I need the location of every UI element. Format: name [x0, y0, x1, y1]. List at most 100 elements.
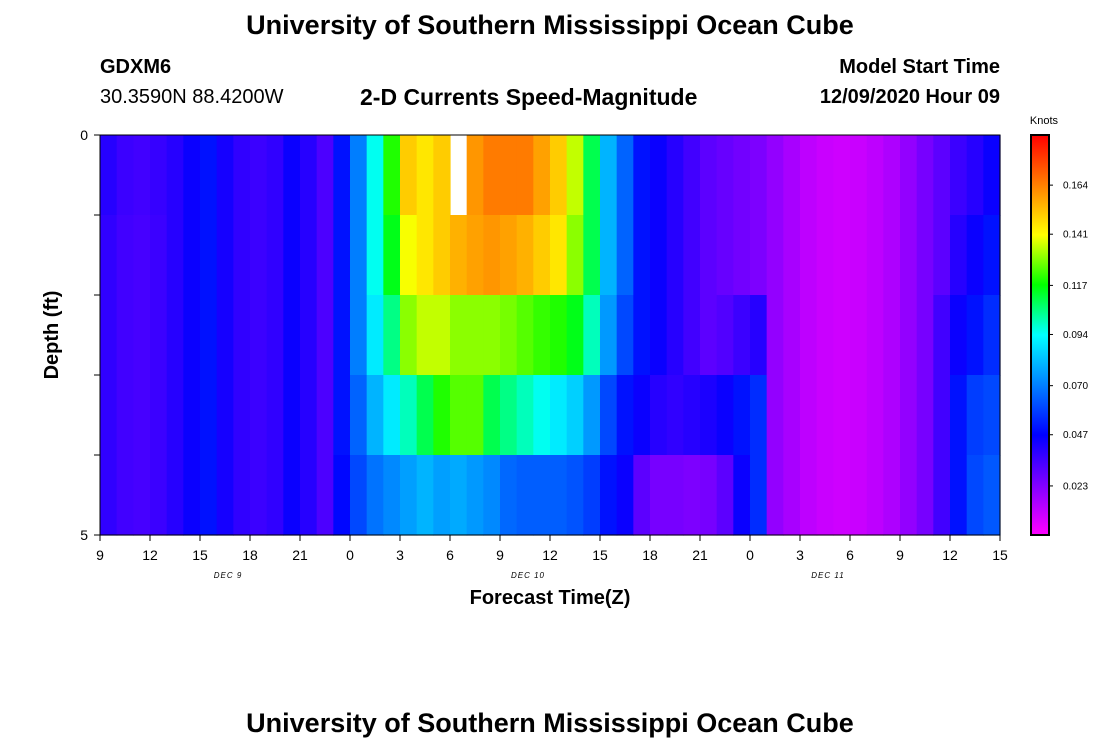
chart-subtitle: 2-D Currents Speed-Magnitude — [360, 84, 698, 110]
heatmap-cell — [650, 455, 668, 536]
heatmap-cell — [783, 135, 801, 216]
model-start-label: Model Start Time — [839, 56, 1000, 78]
y-tick-label: 5 — [80, 527, 88, 543]
heatmap-cell — [550, 295, 568, 376]
heatmap-cell — [983, 455, 1001, 536]
heatmap-cell — [783, 215, 801, 296]
heatmap-cell — [450, 455, 468, 536]
heatmap-cell — [666, 135, 684, 216]
colorbar-tick-label: 0.047 — [1063, 430, 1088, 441]
heatmap-cell — [200, 375, 218, 456]
heatmap-cell — [416, 295, 434, 376]
heatmap-cell — [150, 135, 168, 216]
colorbar-tick-label: 0.164 — [1063, 181, 1088, 192]
heatmap-cell — [783, 375, 801, 456]
heatmap-cell — [766, 375, 784, 456]
colorbar-tick-label: 0.117 — [1063, 281, 1088, 292]
heatmap-cell — [583, 375, 601, 456]
heatmap-cell — [650, 375, 668, 456]
heatmap-cell — [633, 215, 651, 296]
x-tick-label: 21 — [692, 547, 708, 563]
heatmap-cell — [716, 215, 734, 296]
heatmap-cell — [283, 215, 301, 296]
heatmap-cell — [266, 215, 284, 296]
heatmap-cell — [433, 375, 451, 456]
heatmap-cell — [416, 135, 434, 216]
heatmap-cell — [366, 375, 384, 456]
x-tick-label: 12 — [942, 547, 958, 563]
x-date-label: DEC 10 — [511, 571, 545, 580]
heatmap-cell — [900, 135, 918, 216]
x-tick-label: 0 — [746, 547, 754, 563]
heatmap-cell — [700, 375, 718, 456]
heatmap-cell — [216, 135, 234, 216]
heatmap-cell — [233, 295, 251, 376]
heatmap-cell — [266, 135, 284, 216]
heatmap-cell — [316, 215, 334, 296]
chart-title: University of Southern Mississippi Ocean… — [246, 10, 854, 40]
colorbar-ticks: 0.164 0.141 0.117 0.094 0.070 0.047 0.023 — [1049, 181, 1088, 492]
station-coordinates: 30.3590N 88.4200W — [100, 86, 284, 108]
heatmap-cell — [183, 295, 201, 376]
heatmap-cell — [283, 455, 301, 536]
heatmap-cell — [983, 215, 1001, 296]
heatmap-cell — [250, 455, 268, 536]
heatmap-cell — [200, 455, 218, 536]
heatmap-cell — [516, 455, 534, 536]
heatmap-cell — [966, 455, 984, 536]
heatmap-cell — [516, 215, 534, 296]
heatmap-cell — [100, 295, 118, 376]
heatmap-cell — [200, 135, 218, 216]
heatmap-cell — [916, 455, 934, 536]
station-id: GDXM6 — [100, 56, 172, 78]
heatmap-cell — [383, 135, 401, 216]
x-tick-label: 12 — [142, 547, 158, 563]
heatmap-cell — [166, 135, 184, 216]
colorbar-title: Knots — [1030, 115, 1059, 127]
heatmap-cell — [683, 215, 701, 296]
heatmap-cell — [483, 455, 501, 536]
heatmap-cell — [366, 455, 384, 536]
footer-title: University of Southern Mississippi Ocean… — [246, 708, 854, 738]
heatmap-cell — [750, 215, 768, 296]
heatmap-cell — [450, 215, 468, 296]
heatmap-cell — [300, 215, 318, 296]
heatmap-cell — [350, 455, 368, 536]
heatmap-cell — [416, 215, 434, 296]
heatmap-cell — [183, 375, 201, 456]
heatmap-cell — [583, 215, 601, 296]
heatmap-cell — [466, 135, 484, 216]
heatmap-cell — [416, 455, 434, 536]
heatmap-cell — [600, 455, 618, 536]
heatmap-cell — [650, 215, 668, 296]
heatmap-cell — [916, 135, 934, 216]
heatmap-cell — [883, 135, 901, 216]
x-tick-label: 18 — [642, 547, 658, 563]
heatmap-cell — [616, 215, 634, 296]
heatmap-cell — [633, 135, 651, 216]
heatmap-cell — [350, 135, 368, 216]
heatmap-cell — [550, 455, 568, 536]
heatmap-cell — [233, 215, 251, 296]
heatmap-cell — [250, 215, 268, 296]
x-tick-label: 15 — [992, 547, 1008, 563]
heatmap-cell — [133, 295, 151, 376]
heatmap-cell — [450, 375, 468, 456]
x-tick-label: 0 — [346, 547, 354, 563]
heatmap-cell — [283, 295, 301, 376]
heatmap-cell — [100, 375, 118, 456]
heatmap-cell — [116, 135, 134, 216]
heatmap-cell — [533, 375, 551, 456]
heatmap-cell — [166, 375, 184, 456]
heatmap-cell — [700, 455, 718, 536]
heatmap-cell — [483, 295, 501, 376]
heatmap-cell — [700, 135, 718, 216]
heatmap-cells — [100, 135, 1001, 536]
heatmap-cell — [233, 135, 251, 216]
heatmap-cell — [450, 295, 468, 376]
heatmap-cell — [333, 215, 351, 296]
heatmap-cell — [750, 455, 768, 536]
heatmap-cell — [566, 455, 584, 536]
heatmap-cell — [750, 135, 768, 216]
heatmap-cell — [650, 295, 668, 376]
